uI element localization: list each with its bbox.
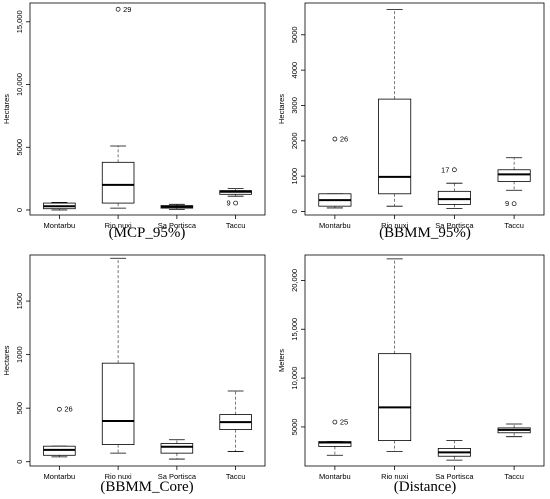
x-tick-label: Rio nuxi: [105, 221, 132, 230]
y-tick-label: 500: [15, 402, 24, 415]
plot-frame: [304, 254, 545, 467]
y-tick-label: 4000: [290, 62, 299, 79]
outlier-label: 17: [441, 165, 449, 174]
outlier-point: [511, 201, 517, 207]
x-tick-label: Taccu: [504, 221, 524, 230]
iqr-box: [378, 98, 412, 195]
outlier-point: [332, 136, 338, 142]
box-plot-taccu: 9: [219, 188, 252, 208]
y-tick-label: 5000: [15, 139, 24, 156]
box-plot-montarbu: 26: [43, 405, 76, 458]
y-tick-label: 15,000: [290, 318, 299, 341]
x-tick-label: Rio nuxi: [381, 221, 408, 230]
y-tick-label: 1000: [15, 346, 24, 363]
y-tick-label: 20,000: [290, 269, 299, 292]
y-tick-label: 1000: [290, 168, 299, 185]
y-tick-label: 5000: [290, 26, 299, 43]
iqr-box: [497, 169, 531, 182]
x-tick-label: Sa Portisca: [158, 472, 197, 481]
box-plot-sa-portisca: [160, 439, 194, 460]
x-tick-label: Taccu: [226, 221, 246, 230]
box-plot-montarbu: 25: [318, 418, 352, 456]
panel-caption: (MCP_95%): [109, 225, 186, 241]
y-tick-label: 0: [290, 209, 299, 213]
x-tick-label: Montarbu: [44, 221, 76, 230]
x-tick-label: Sa Portisca: [435, 472, 474, 481]
outlier-point: [332, 419, 338, 425]
y-axis-title: Hectares: [277, 94, 286, 124]
y-tick-label: 10,000: [15, 73, 24, 96]
x-tick-label: Taccu: [226, 472, 246, 481]
y-tick-label: 5000: [290, 419, 299, 436]
box-plot-montarbu: [43, 202, 76, 211]
y-tick-label: 1500: [15, 293, 24, 310]
panel-bbmm-core: (BBMM_Core) Hectares 0 500 1000 1500 Montarb…: [2, 254, 266, 495]
y-axis-title: Meters: [277, 349, 286, 372]
x-tick-label: Montarbu: [319, 472, 351, 481]
box-plot-taccu: 9: [497, 157, 531, 208]
box-plot-taccu: [497, 423, 531, 438]
outlier-point: [233, 200, 238, 206]
x-tick-label: Montarbu: [319, 221, 351, 230]
panel-bbmm-95: (BBMM_95%) Hectares 0 1000 2000 3000 4000 500…: [277, 2, 545, 241]
y-tick-label: 0: [15, 208, 24, 212]
box-plot-rio-nuxi: [101, 257, 135, 454]
x-tick-label: Rio nuxi: [381, 472, 408, 481]
outlier-label: 26: [340, 135, 348, 144]
outlier-point: [452, 167, 457, 173]
outlier-label: 9: [226, 199, 230, 208]
outlier-label: 9: [505, 199, 509, 208]
iqr-box: [378, 353, 412, 442]
box-plot-taccu: [219, 390, 252, 452]
panel-distance: (Distance) Meters 5000 10,000 15,000 20,000…: [277, 254, 545, 495]
x-tick-label: Taccu: [504, 472, 524, 481]
y-tick-label: 2000: [290, 132, 299, 149]
outlier-label: 25: [340, 418, 348, 427]
box-plot-rio-nuxi: [378, 8, 412, 207]
box-plot-sa-portisca: [437, 440, 471, 461]
iqr-box: [101, 362, 135, 445]
outlier-point: [57, 406, 62, 412]
y-axis-title: Hectares: [2, 94, 11, 124]
iqr-box: [160, 443, 194, 454]
plot-frame: [29, 254, 266, 467]
iqr-box: [101, 161, 135, 204]
box-plot-rio-nuxi: [378, 258, 412, 452]
box-plot-rio-nuxi: 29: [101, 5, 135, 209]
x-tick-label: Rio nuxi: [105, 472, 132, 481]
outlier-point: [115, 6, 121, 12]
x-tick-label: Sa Portisca: [158, 221, 197, 230]
box-plot-montarbu: 26: [318, 135, 352, 209]
panel-caption: (Distance): [394, 479, 456, 495]
plot-frame: [304, 2, 545, 216]
iqr-box: [437, 190, 471, 205]
y-tick-label: 10,000: [290, 367, 299, 390]
x-tick-label: Montarbu: [44, 472, 76, 481]
y-tick-label: 15,000: [15, 10, 24, 33]
panel-caption: (BBMM_Core): [100, 479, 193, 495]
box-plot-sa-portisca: [160, 203, 194, 210]
y-tick-label: 3000: [290, 97, 299, 114]
panel-mcp-95: (MCP_95%) Hectares 0 5000 10,000 15,000 Mont…: [2, 2, 266, 241]
box-plot-sa-portisca: 17: [437, 165, 471, 210]
y-axis-title: Hectares: [2, 345, 11, 375]
panel-caption: (BBMM_95%): [379, 225, 471, 241]
y-tick-label: 0: [15, 460, 24, 464]
outlier-label: 29: [123, 5, 131, 14]
outlier-label: 26: [64, 405, 72, 414]
plot-frame: [29, 2, 266, 216]
x-tick-label: Sa Portisca: [435, 221, 474, 230]
